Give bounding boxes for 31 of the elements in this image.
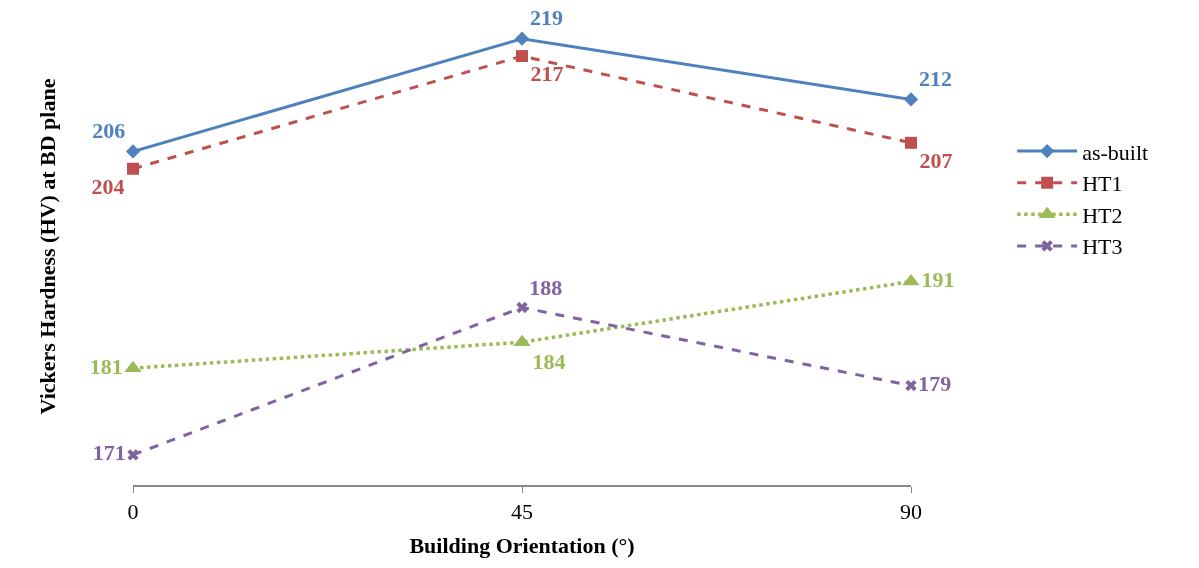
data-label: 181 [89,353,123,379]
data-label: 217 [530,61,564,87]
x-axis-title: Building Orientation (°) [409,532,635,558]
data-label: 207 [919,147,953,173]
point [905,379,917,392]
point [514,31,530,46]
data-label: 188 [529,274,563,300]
data-label: 184 [532,349,566,375]
data-label: 219 [529,5,563,31]
data-label: 204 [91,173,125,199]
point [516,301,528,314]
data-label: 206 [92,118,126,144]
point [516,50,528,63]
x-tick-label: 0 [127,499,139,525]
x-tick-label: 45 [511,499,533,525]
point [903,92,919,107]
legend-label: as-built [1082,139,1149,165]
data-label: 179 [918,371,952,397]
point [127,449,139,461]
legend-label: HT3 [1082,234,1123,260]
data-label: 212 [918,66,952,92]
data-label: 191 [921,266,955,292]
data-label: 171 [92,440,126,466]
legend-label: HT1 [1082,171,1123,197]
point [127,162,139,175]
legend-label: HT2 [1082,202,1123,228]
point [125,144,141,159]
x-tick-label: 90 [900,499,922,525]
point [905,136,917,149]
y-axis-title: Vickers Hardness (HV) at BD plane [34,78,60,415]
point [902,273,920,286]
